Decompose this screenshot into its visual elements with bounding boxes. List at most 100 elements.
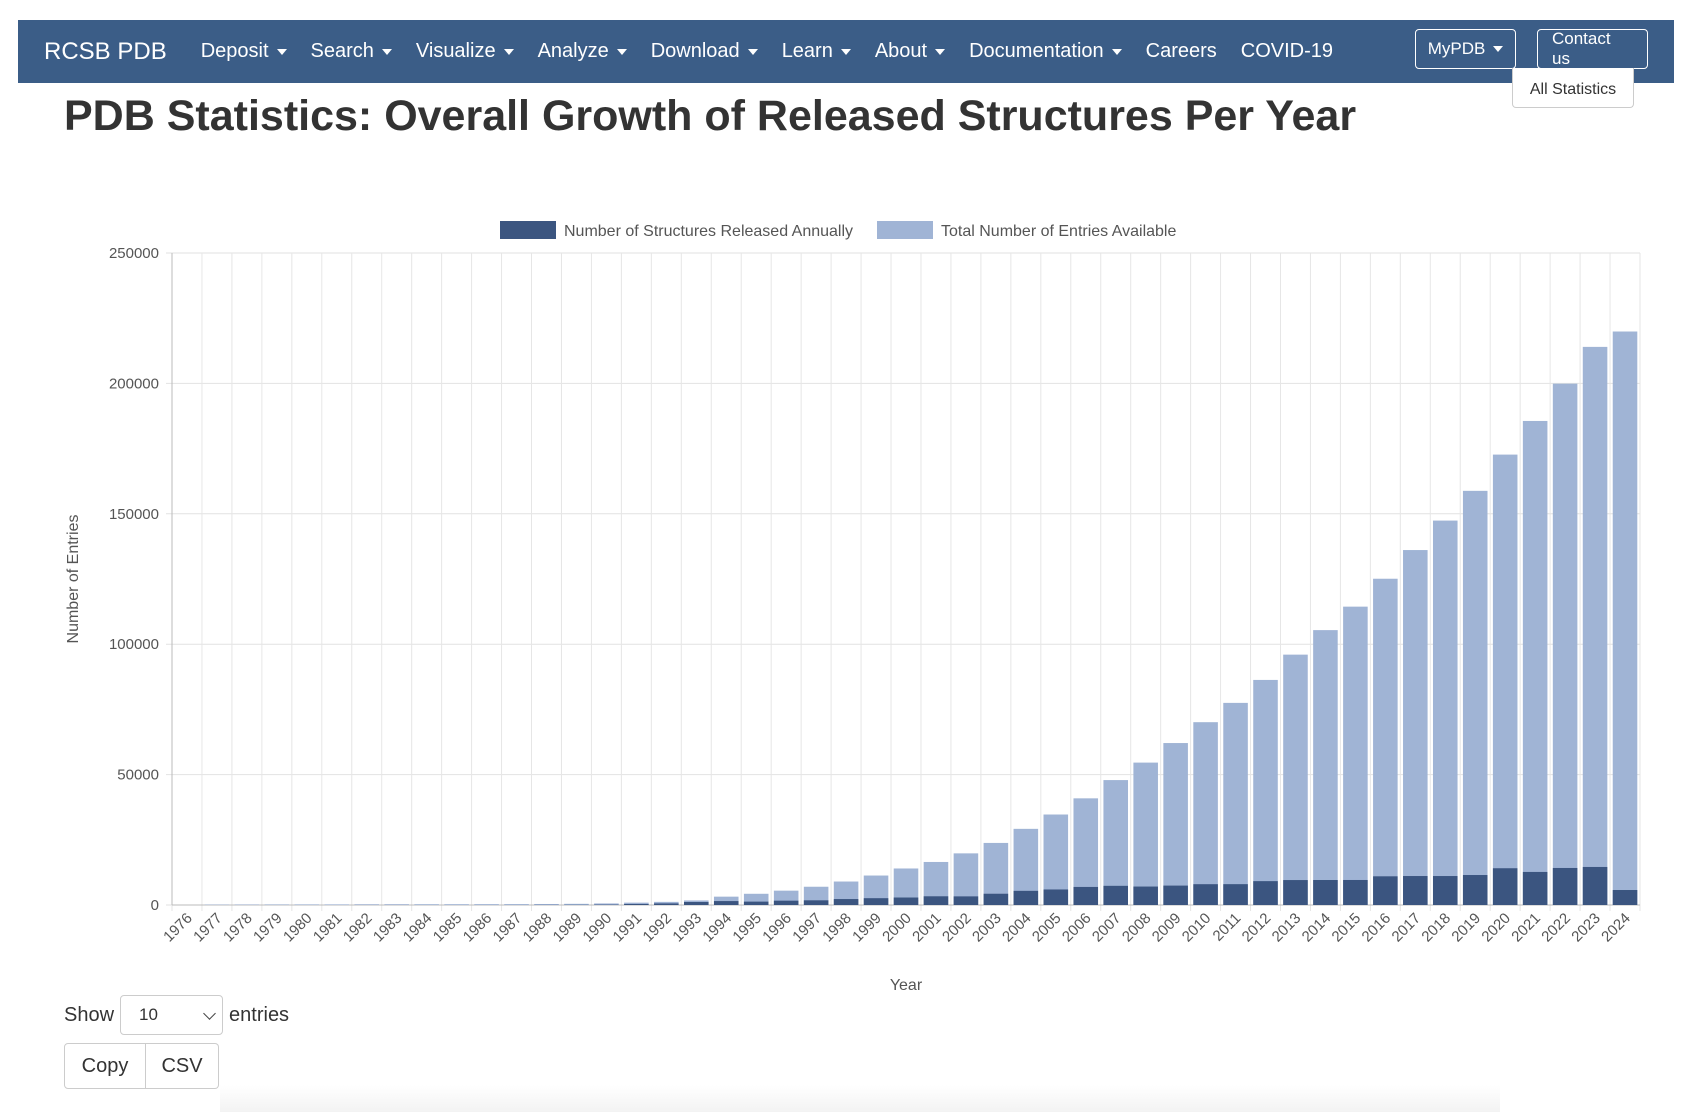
x-axis-title: Year — [890, 977, 923, 994]
total-entries-bar — [1133, 762, 1158, 905]
x-tick-label: 2020 — [1478, 910, 1514, 946]
annual-release-bar — [1253, 881, 1278, 905]
mypdb-dropdown-button[interactable]: MyPDB — [1415, 29, 1516, 69]
legend-label: Number of Structures Released Annually — [564, 223, 853, 240]
y-tick-label: 0 — [151, 897, 159, 914]
y-tick-label: 200000 — [109, 375, 159, 392]
x-tick-label: 1994 — [699, 910, 735, 946]
x-tick-label: 1983 — [370, 910, 406, 946]
entries-per-page-select[interactable]: 10 — [120, 995, 224, 1035]
x-tick-label: 1995 — [729, 910, 765, 946]
x-tick-label: 2001 — [909, 910, 945, 946]
annual-release-bar — [1193, 884, 1218, 905]
x-tick-label: 1985 — [430, 910, 466, 946]
nav-item-analyze[interactable]: Analyze — [538, 40, 627, 63]
nav-item-label: Analyze — [537, 40, 609, 62]
x-tick-label: 2002 — [939, 910, 975, 946]
nav-item-search[interactable]: Search — [311, 40, 392, 63]
chevron-down-icon — [203, 1006, 216, 1020]
annual-release-bar — [863, 898, 889, 905]
caret-down-icon — [381, 48, 392, 55]
x-tick-label: 1996 — [759, 910, 795, 946]
annual-release-bar — [713, 901, 739, 905]
nav-item-deposit[interactable]: Deposit — [201, 40, 287, 63]
x-tick-label: 1989 — [550, 910, 586, 946]
annual-release-bar — [833, 899, 859, 905]
x-tick-label: 1976 — [160, 910, 196, 946]
annual-release-bar — [1582, 866, 1608, 905]
caret-down-icon — [616, 48, 627, 55]
nav-item-learn[interactable]: Learn — [782, 40, 851, 63]
total-entries-bar — [1313, 630, 1338, 905]
annual-release-bar — [1043, 889, 1069, 905]
brand-logo-link[interactable]: RCSB PDB — [44, 37, 167, 65]
x-tick-label: 1986 — [460, 910, 496, 946]
total-entries-bar — [1193, 722, 1218, 905]
total-entries-bar — [1432, 520, 1458, 905]
x-tick-label: 1977 — [190, 910, 226, 946]
x-tick-label: 1979 — [250, 910, 286, 946]
nav-item-careers[interactable]: Careers — [1146, 40, 1217, 63]
x-tick-label: 2008 — [1119, 910, 1155, 946]
x-tick-label: 2014 — [1299, 910, 1335, 946]
legend-label: Total Number of Entries Available — [941, 223, 1176, 240]
annual-release-bar — [1403, 876, 1428, 905]
annual-release-bar — [1133, 886, 1158, 905]
nav-item-about[interactable]: About — [874, 40, 946, 63]
total-entries-bar — [1552, 383, 1578, 906]
x-tick-label: 2013 — [1269, 910, 1305, 946]
mypdb-label: MyPDB — [1427, 39, 1486, 58]
x-tick-label: 1993 — [669, 910, 705, 946]
caret-down-icon — [935, 48, 946, 55]
total-entries-bar — [1283, 654, 1308, 905]
nav-item-label: Documentation — [969, 40, 1104, 62]
nav-item-covid-19[interactable]: COVID-19 — [1241, 40, 1333, 63]
x-tick-label: 1982 — [340, 910, 376, 946]
all-statistics-button[interactable]: All Statistics — [1512, 68, 1634, 108]
copy-button[interactable]: Copy — [64, 1043, 146, 1089]
total-entries-bar — [1373, 578, 1398, 905]
annual-release-bar — [1552, 867, 1578, 905]
annual-release-bar — [684, 902, 709, 905]
caret-down-icon — [1111, 48, 1122, 55]
x-tick-label: 2003 — [969, 910, 1005, 946]
annual-release-bar — [1223, 884, 1248, 905]
annual-release-bar — [1313, 880, 1338, 905]
caret-down-icon — [503, 48, 514, 55]
csv-button[interactable]: CSV — [146, 1043, 219, 1089]
total-entries-bar — [594, 903, 619, 905]
nav-item-label: Deposit — [200, 40, 269, 62]
x-tick-label: 2021 — [1508, 910, 1544, 946]
x-tick-label: 2009 — [1149, 910, 1185, 946]
table-fade-divider — [220, 1085, 1500, 1112]
caret-down-icon — [276, 48, 287, 55]
nav-item-documentation[interactable]: Documentation — [969, 40, 1122, 63]
annual-release-bar — [1612, 890, 1638, 905]
page-length-control: Show 10 entries — [64, 995, 289, 1035]
nav-item-label: About — [874, 40, 928, 62]
x-tick-label: 1999 — [849, 910, 885, 946]
annual-release-bar — [1013, 890, 1039, 905]
total-entries-bar — [1253, 679, 1278, 905]
nav-item-visualize[interactable]: Visualize — [416, 40, 514, 63]
y-tick-label: 150000 — [109, 506, 159, 523]
x-tick-label: 2006 — [1059, 910, 1095, 946]
x-tick-label: 2011 — [1210, 910, 1245, 945]
total-entries-bar — [294, 904, 320, 905]
annual-release-bar — [1522, 871, 1548, 905]
total-entries-bar — [564, 903, 589, 905]
x-tick-label: 1997 — [789, 910, 825, 946]
x-tick-label: 2017 — [1389, 910, 1425, 946]
x-tick-label: 1991 — [610, 910, 646, 946]
total-entries-bar — [414, 904, 439, 905]
entries-label: entries — [229, 1003, 290, 1026]
x-tick-label: 1981 — [310, 910, 346, 946]
annual-release-bar — [1343, 879, 1368, 905]
contact-us-button[interactable]: Contact us — [1537, 29, 1648, 69]
annual-release-bar — [893, 897, 919, 905]
annual-release-bar — [923, 896, 949, 905]
total-entries-bar — [1612, 331, 1638, 905]
legend-swatch — [877, 221, 933, 239]
nav-item-download[interactable]: Download — [651, 40, 758, 63]
annual-release-bar — [654, 903, 679, 905]
